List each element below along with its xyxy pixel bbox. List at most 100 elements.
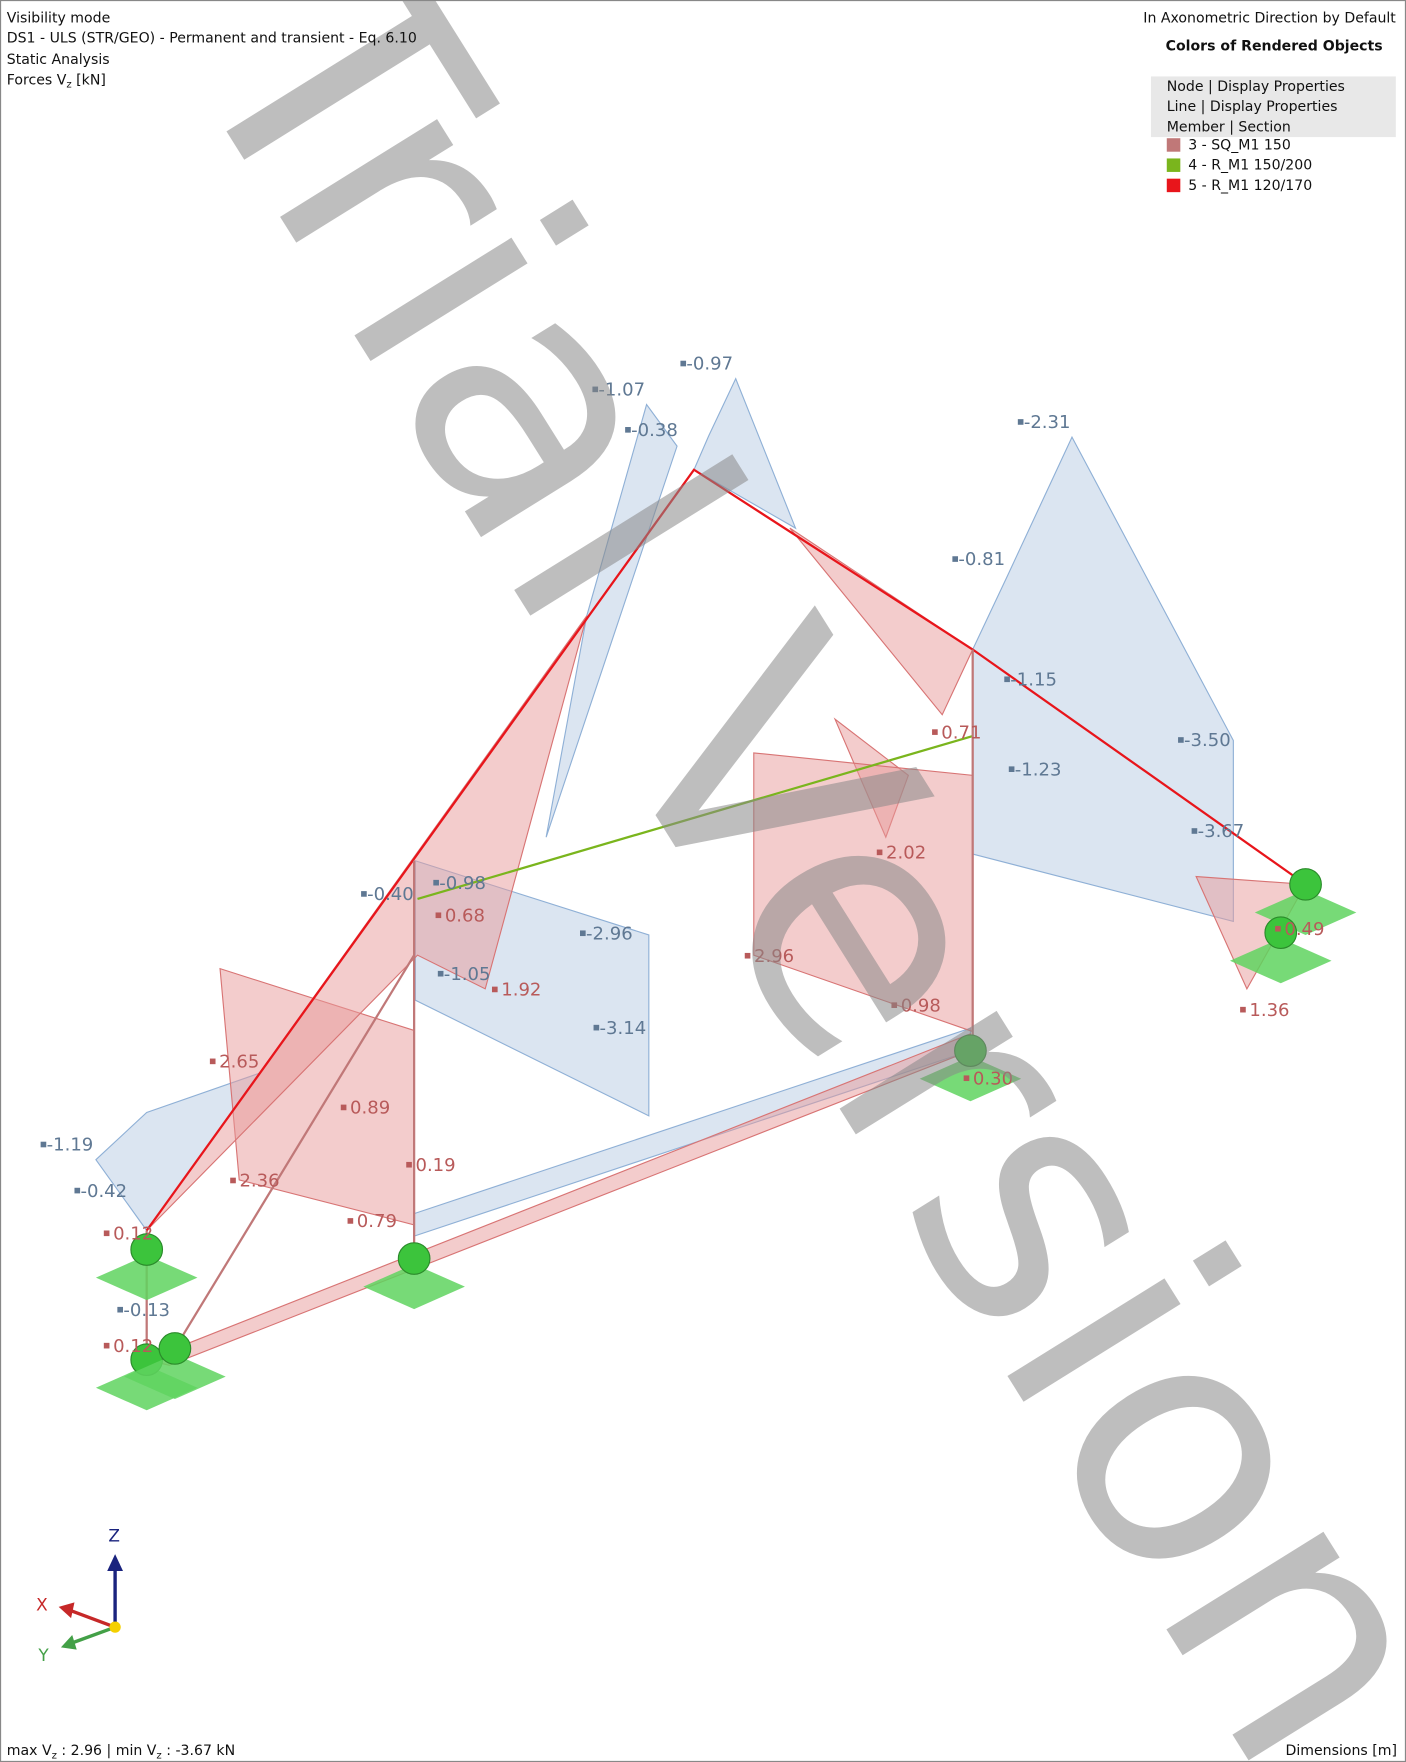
value-label: 2.36 (239, 1171, 279, 1192)
support-base (919, 1056, 1022, 1102)
arrow (107, 1554, 123, 1571)
summary-text: max V (7, 1743, 52, 1759)
value-point (74, 1187, 81, 1194)
value-label: 0.98 (901, 995, 941, 1016)
value-label: 0.68 (445, 905, 485, 926)
value-label: -0.40 (367, 884, 414, 905)
member (173, 954, 416, 1350)
mode: Visibility mode (7, 10, 111, 26)
value-point (680, 360, 687, 367)
legend-title: Colors of Rendered Objects (1166, 39, 1383, 55)
legend: Colors of Rendered Objects Node | Displa… (1150, 39, 1396, 194)
value-label: -1.15 (1010, 670, 1057, 691)
value-label: 0.89 (350, 1098, 390, 1119)
support-hinge (954, 1034, 987, 1067)
value-label: 0.19 (415, 1155, 455, 1176)
header: Visibility mode DS1 - ULS (STR/GEO) - Pe… (7, 10, 1397, 90)
support-hinge (1289, 868, 1322, 901)
member (145, 468, 1307, 1232)
value-label: -3.67 (1198, 821, 1245, 842)
value-point (952, 556, 959, 562)
legend-row: Node | Display Properties (1167, 79, 1345, 95)
value-point (117, 1306, 123, 1313)
value-label: -0.13 (123, 1300, 170, 1321)
summary-text: : -3.67 kN (162, 1743, 235, 1759)
value-point (625, 427, 631, 433)
value-label: 1.36 (1249, 1000, 1289, 1021)
value-point (1008, 766, 1015, 772)
value-point (876, 849, 883, 856)
value-point (1178, 737, 1184, 743)
value-label: 2.65 (219, 1052, 259, 1073)
value-point (230, 1177, 236, 1184)
value-point (347, 1218, 354, 1224)
summary-text: : 2.96 | min V (57, 1743, 157, 1759)
value-label: -0.98 (439, 873, 486, 894)
legend-row: Member | Section (1167, 120, 1291, 136)
value-point (744, 952, 751, 959)
footer-summary: max Vz : 2.96 | min Vz : -3.67 kN (7, 1743, 235, 1761)
value-label: 1.92 (501, 980, 541, 1001)
value-label: 0.12 (113, 1224, 153, 1245)
axis-triad: Z X Y (36, 1526, 123, 1665)
value-label: -3.50 (1184, 730, 1231, 751)
arrow (58, 1602, 75, 1619)
value-point (891, 1002, 898, 1008)
value-label: -3.14 (600, 1018, 647, 1039)
value-point (406, 1161, 412, 1168)
support-base (124, 1354, 226, 1400)
value-point (1004, 676, 1010, 683)
value-point (580, 930, 586, 937)
value-label: -0.81 (958, 549, 1005, 570)
analysis: Static Analysis (7, 52, 110, 68)
value-label: -1.23 (1015, 759, 1062, 780)
value-point (1017, 419, 1024, 425)
value-point (433, 879, 439, 886)
legend-swatch (1166, 158, 1181, 172)
direction: In Axonometric Direction by Default (1143, 10, 1396, 26)
support-hinge (130, 1233, 164, 1266)
value-label: -1.19 (47, 1135, 94, 1156)
legend-swatch (1166, 178, 1181, 193)
value-label: 0.12 (113, 1336, 153, 1357)
diagram (789, 527, 974, 716)
value-label: 0.49 (1284, 919, 1324, 940)
value-point (1275, 925, 1281, 932)
value-label: 0.71 (941, 722, 981, 743)
value-label: -0.38 (631, 420, 678, 441)
value-label: -1.07 (598, 380, 645, 401)
combination: DS1 - ULS (STR/GEO) - Permanent and tran… (7, 31, 417, 47)
value-label: -1.05 (444, 964, 491, 985)
support-hinge (1264, 916, 1298, 949)
axis-label: X (36, 1594, 48, 1614)
axis-label: Y (37, 1645, 49, 1665)
forces-text: [kN] (72, 72, 106, 88)
value-point (593, 1024, 600, 1031)
value-point (932, 729, 938, 735)
value-label: -2.96 (586, 923, 633, 944)
legend-band (1150, 76, 1396, 138)
members (145, 468, 1307, 1360)
legend-item: 4 - R_M1 150/200 (1188, 158, 1312, 174)
legend-swatch (1166, 138, 1181, 152)
axis-y (71, 1625, 116, 1645)
footer-units: Dimensions [m] (1286, 1743, 1397, 1759)
axis-x (69, 1608, 116, 1629)
forces-text: Forces V (7, 72, 67, 88)
forces-sub: z (66, 80, 71, 91)
value-point (103, 1230, 110, 1237)
value-point (361, 891, 367, 897)
value-label: 0.79 (357, 1211, 397, 1232)
value-label: -0.42 (80, 1181, 127, 1202)
diagram (545, 403, 678, 838)
value-point (1191, 828, 1198, 834)
value-label: 0.30 (973, 1068, 1013, 1089)
value-point (103, 1342, 110, 1349)
support-hinge (158, 1332, 192, 1365)
forces: Forces Vz [kN] (7, 72, 106, 90)
arrow (60, 1635, 77, 1650)
value-label: 2.96 (754, 946, 794, 967)
value-point (40, 1141, 47, 1148)
legend-item: 3 - SQ_M1 150 (1188, 137, 1291, 153)
